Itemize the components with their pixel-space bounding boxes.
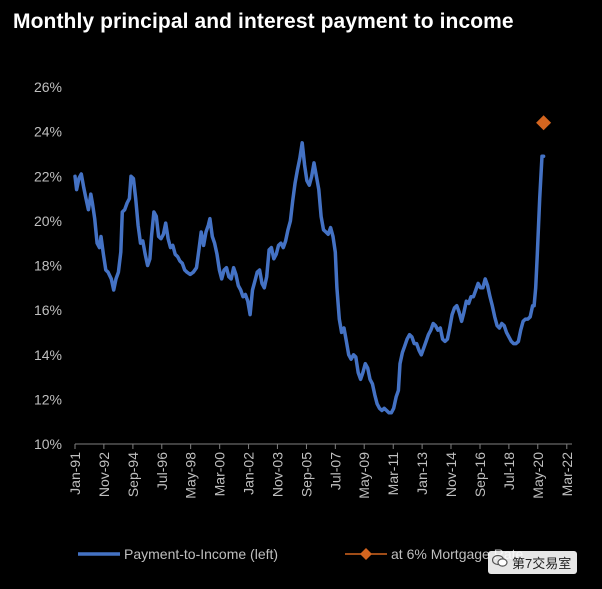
x-tick-label: Mar-22: [559, 452, 575, 497]
x-tick-label: May-98: [183, 452, 199, 499]
x-tick-label: May-20: [530, 452, 546, 499]
x-tick-label: May-09: [356, 452, 372, 499]
x-tick-label: Jul-96: [154, 452, 170, 490]
y-tick-label: 16%: [34, 302, 62, 318]
legend-label-payment-to-income: Payment-to-Income (left): [124, 546, 278, 562]
y-axis-labels: 10% 12% 14% 16% 18% 20% 22% 24% 26%: [34, 79, 62, 452]
series-line-payment-to-income: [73, 141, 546, 415]
x-tick-label: Nov-03: [269, 452, 285, 497]
legend-diamond-icon: [360, 548, 372, 560]
y-tick-label: 12%: [34, 391, 62, 407]
legend: Payment-to-Income (left) at 6% Mortgage …: [78, 546, 524, 562]
x-tick-label: Sep-16: [472, 452, 488, 497]
series-markers: [536, 115, 552, 131]
x-tick-label: Mar-00: [212, 452, 228, 497]
x-tick-label: Jan-02: [241, 452, 257, 495]
y-tick-label: 18%: [34, 258, 62, 274]
x-tick-label: Sep-05: [298, 452, 314, 497]
chart-title: Monthly principal and interest payment t…: [13, 10, 514, 33]
y-tick-label: 26%: [34, 79, 62, 95]
x-tick-label: Nov-14: [443, 452, 459, 497]
y-tick-label: 24%: [34, 124, 62, 140]
x-tick-label: Jul-07: [327, 452, 343, 490]
watermark-text: 第7交易室: [512, 556, 572, 571]
y-tick-label: 20%: [34, 213, 62, 229]
x-axis-ticks: [74, 444, 568, 449]
y-tick-label: 10%: [34, 436, 62, 452]
wechat-icon: [492, 554, 508, 567]
y-tick-label: 14%: [34, 347, 62, 363]
x-tick-label: Mar-11: [385, 452, 401, 496]
x-tick-label: Jan-13: [414, 452, 430, 495]
marker-6pct-mortgage-rate: [536, 115, 552, 131]
x-tick-label: Nov-92: [96, 452, 112, 497]
x-tick-label: Jul-18: [501, 452, 517, 490]
watermark-badge: 第7交易室: [488, 551, 578, 574]
x-axis-labels: Jan-91 Nov-92 Sep-94 Jul-96 May-98 Mar-00 Jan-…: [67, 452, 575, 499]
y-tick-label: 22%: [34, 168, 62, 184]
x-tick-label: Jan-91: [67, 452, 83, 495]
x-tick-label: Sep-94: [125, 452, 141, 497]
